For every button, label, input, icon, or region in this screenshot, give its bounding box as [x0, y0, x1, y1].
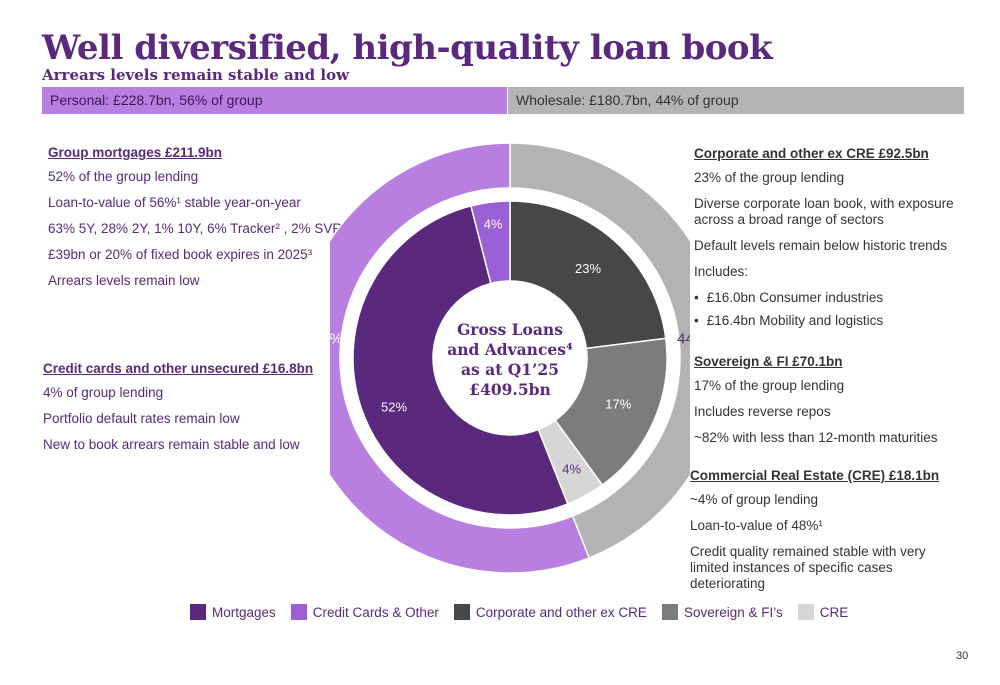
- corporate-line: Default levels remain below historic tre…: [694, 238, 947, 253]
- corporate-block: Corporate and other ex CRE £92.5bn 23% o…: [694, 146, 964, 336]
- mortgages-line: £39bn or 20% of fixed book expires in 20…: [48, 247, 313, 262]
- corporate-line: Includes:: [694, 264, 749, 279]
- outer-ring-slice: [330, 142, 591, 574]
- page-subtitle: Arrears levels remain stable and low: [42, 66, 350, 84]
- chart-legend: Mortgages Credit Cards & Other Corporate a…: [190, 604, 863, 620]
- cards-line: New to book arrears remain stable and lo…: [43, 437, 300, 452]
- mortgages-line: Arrears levels remain low: [48, 273, 200, 288]
- personal-band: Personal: £228.7bn, 56% of group: [42, 87, 507, 114]
- cards-heading: Credit cards and other unsecured £16.8bn: [43, 361, 314, 376]
- sovereign-line: 17% of the group lending: [694, 378, 845, 393]
- corporate-bullets: £16.0bn Consumer industries £16.4bn Mobi…: [694, 290, 964, 328]
- inner-ring-label: 23%: [575, 261, 601, 276]
- sovereign-line: Includes reverse repos: [694, 404, 831, 419]
- legend-label: Credit Cards & Other: [312, 604, 439, 620]
- mortgages-heading: Group mortgages £211.9bn: [48, 145, 223, 160]
- center-label-line: Gross Loans: [457, 320, 563, 339]
- legend-swatch: [661, 604, 678, 620]
- cre-line: ~4% of group lending: [690, 492, 818, 507]
- corporate-heading: Corporate and other ex CRE £92.5bn: [694, 146, 929, 161]
- mortgages-line: 52% of the group lending: [48, 169, 199, 184]
- legend-label: Corporate and other ex CRE: [475, 604, 647, 620]
- legend-item: Credit Cards & Other: [290, 604, 439, 620]
- legend-swatch: [797, 604, 814, 620]
- legend-swatch: [290, 604, 307, 620]
- cre-block: Commercial Real Estate (CRE) £18.1bn ~4%…: [690, 468, 965, 602]
- corporate-bullet: £16.0bn Consumer industries: [694, 290, 964, 305]
- inner-ring-slice: [554, 337, 668, 487]
- cards-line: Portfolio default rates remain low: [43, 411, 240, 426]
- corporate-line: 23% of the group lending: [694, 170, 845, 185]
- legend-item: Mortgages: [190, 604, 276, 620]
- wholesale-band: Wholesale: £180.7bn, 44% of group: [508, 87, 964, 114]
- corporate-bullet: £16.4bn Mobility and logistics: [694, 313, 964, 328]
- center-label-line: as at Q1’25: [461, 360, 559, 379]
- sovereign-line: ~82% with less than 12-month maturities: [694, 430, 938, 445]
- legend-swatch: [453, 604, 470, 620]
- inner-ring-label: 17%: [605, 396, 631, 411]
- outer-ring-slice: [509, 142, 690, 559]
- corporate-line: Diverse corporate loan book, with exposu…: [694, 196, 954, 227]
- legend-label: CRE: [819, 604, 849, 620]
- legend-item: CRE: [797, 604, 849, 620]
- center-label-line: and Advances⁴: [447, 340, 573, 359]
- mortgages-line: 63% 5Y, 28% 2Y, 1% 10Y, 6% Tracker² , 2%…: [48, 221, 343, 236]
- outer-ring-label: 44%: [677, 331, 690, 348]
- outer-ring-label: 56%: [330, 331, 343, 348]
- mortgages-block: Group mortgages £211.9bn 52% of the grou…: [48, 145, 343, 299]
- legend-label: Sovereign & FI’s: [683, 604, 783, 620]
- cre-line: Credit quality remained stable with very…: [690, 544, 926, 591]
- mortgages-line: Loan-to-value of 56%¹ stable year-on-yea…: [48, 195, 301, 210]
- inner-ring-label: 4%: [562, 462, 581, 477]
- legend-label: Mortgages: [212, 604, 276, 620]
- cards-line: 4% of group lending: [43, 385, 164, 400]
- legend-item: Sovereign & FI’s: [661, 604, 783, 620]
- cre-line: Loan-to-value of 48%¹: [690, 518, 823, 533]
- inner-ring-slice: [470, 200, 511, 285]
- inner-ring-slice: [509, 200, 667, 350]
- sovereign-heading: Sovereign & FI £70.1bn: [694, 354, 843, 369]
- page-title: Well diversified, high-quality loan book: [42, 28, 773, 68]
- page-number: 30: [956, 650, 969, 662]
- cre-heading: Commercial Real Estate (CRE) £18.1bn: [690, 468, 940, 483]
- inner-ring-slice: [352, 205, 569, 516]
- sovereign-block: Sovereign & FI £70.1bn 17% of the group …: [694, 354, 964, 456]
- cards-block: Credit cards and other unsecured £16.8bn…: [43, 361, 333, 463]
- legend-swatch: [190, 604, 206, 620]
- center-label-line: £409.5bn: [469, 380, 550, 399]
- legend-item: Corporate and other ex CRE: [453, 604, 647, 620]
- inner-ring-label: 52%: [381, 399, 407, 414]
- inner-ring-label: 4%: [484, 216, 503, 231]
